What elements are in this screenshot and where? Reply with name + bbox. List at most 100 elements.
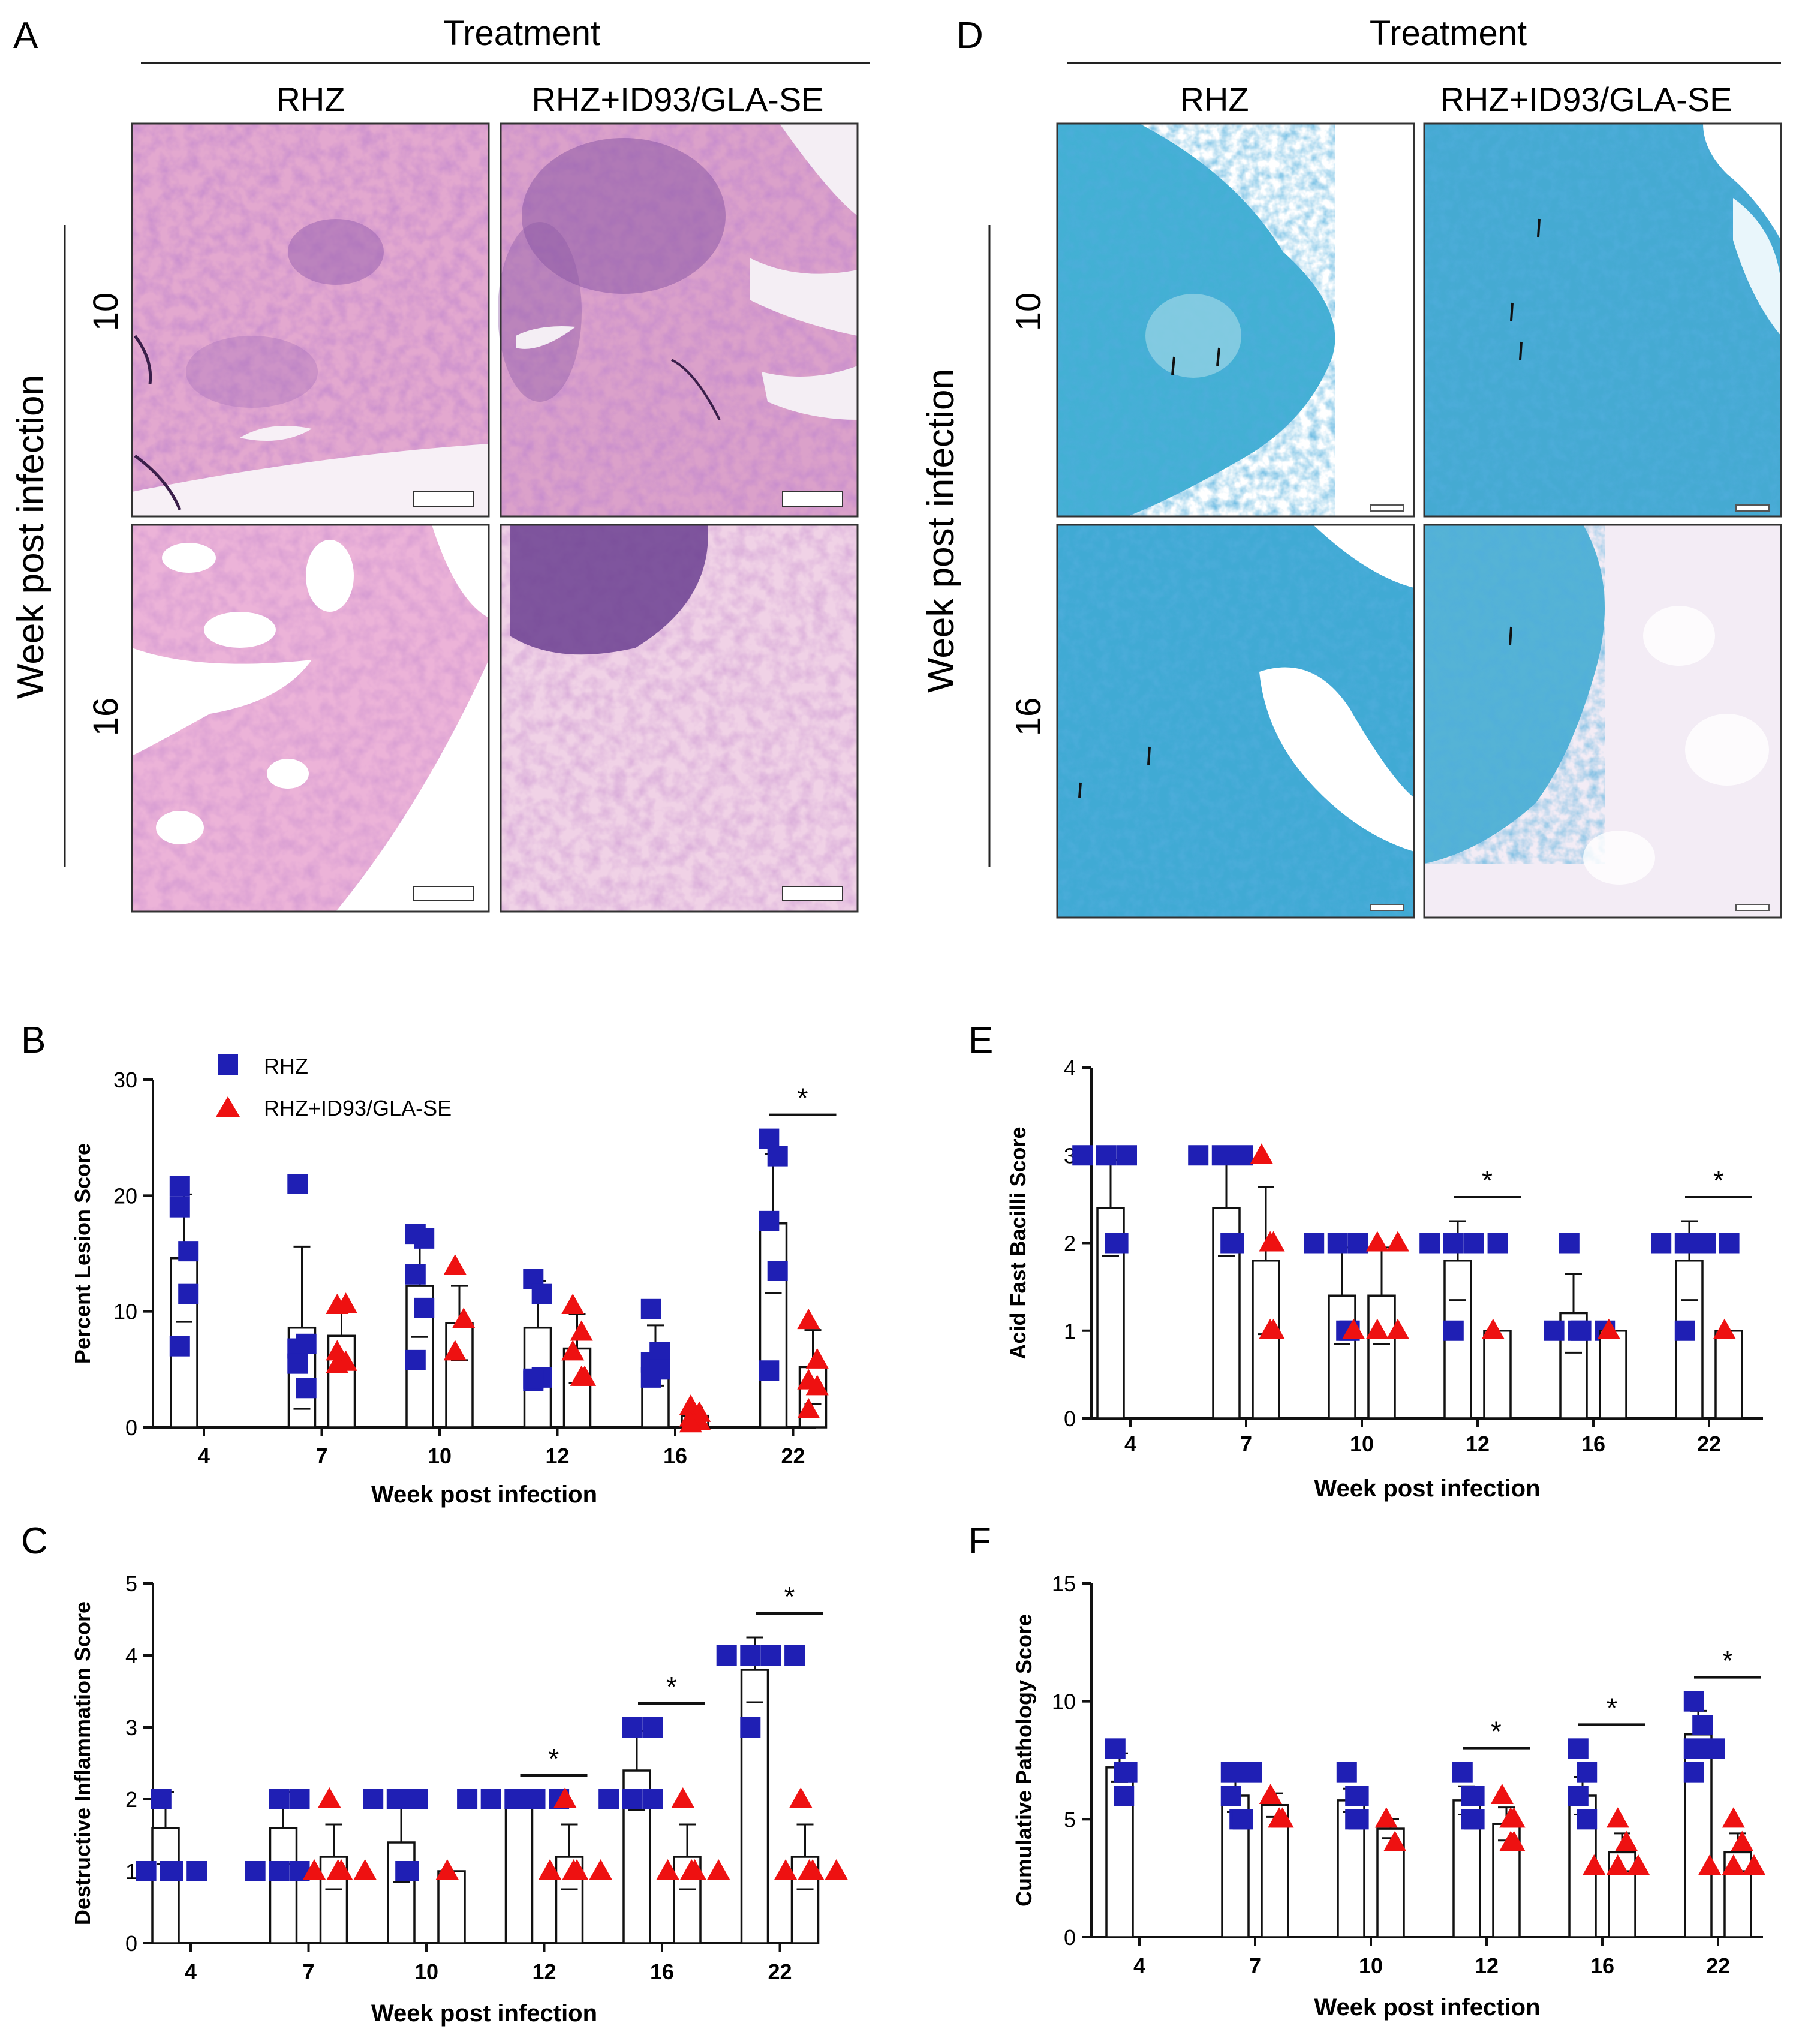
chart-c-point-rhz [784, 1645, 805, 1666]
chart-f-point-rhz [1464, 1786, 1485, 1806]
chart-c-ytick-label: 4 [125, 1643, 137, 1668]
chart-e-point-rhz [1108, 1233, 1129, 1254]
panel-label-f: F [968, 1520, 991, 1562]
chart-c-point-rhz [643, 1789, 663, 1809]
chart-c-point-rhz [760, 1645, 781, 1666]
chart-b-xtick-label: 22 [781, 1444, 805, 1468]
chart-e-bar-combo [1483, 1330, 1512, 1420]
chart-b-significance-star: * [798, 1083, 808, 1114]
chart-e-point-rhz [1695, 1233, 1716, 1254]
chart-e-point-rhz [1188, 1145, 1209, 1166]
chart-f-point-combo [1615, 1830, 1638, 1851]
chart-f-point-rhz [1452, 1762, 1473, 1783]
scale-bar-a1 [413, 491, 474, 507]
chart-e-bar-rhz [1328, 1294, 1356, 1420]
chart-f-xlabel: Week post infection [1314, 1994, 1540, 2021]
chart-f-xtick-label: 7 [1249, 1953, 1261, 1978]
chart-c-point-combo [589, 1859, 612, 1880]
chart-b-point-rhz [169, 1197, 190, 1218]
chart-f-point-rhz [1336, 1762, 1357, 1783]
chart-f-point-combo [1722, 1854, 1745, 1875]
chart-c-ytick-label: 5 [125, 1571, 137, 1596]
chart-f-significance-star: * [1491, 1716, 1502, 1747]
chart-c-point-combo [565, 1859, 589, 1880]
chart-e-bar-combo [1367, 1294, 1396, 1420]
chart-b-point-rhz [767, 1146, 788, 1167]
chart-f-point-combo [1374, 1807, 1398, 1828]
chart-e-point-rhz [1348, 1233, 1368, 1254]
chart-f-point-combo [1271, 1807, 1294, 1828]
chart-f-xtick-label: 10 [1359, 1953, 1383, 1978]
chart-b: 0 10 20 30 Percent Lesion Score Week post inf… [70, 1068, 837, 1508]
chart-b-point-combo [573, 1365, 597, 1386]
legend-label-rhz: RHZ [264, 1054, 308, 1078]
chart-e-bar-combo [1599, 1330, 1627, 1420]
chart-f-point-rhz [1568, 1738, 1589, 1759]
scale-bar-d1 [1370, 504, 1404, 512]
chart-c-point-rhz [716, 1645, 737, 1666]
micrograph-d-w10-rhz [1056, 122, 1415, 518]
chart-b-xtick-label: 16 [663, 1444, 687, 1468]
chart-e-significance-star: * [1713, 1165, 1724, 1196]
panel-d: D Treatment RHZ RHZ+ID93/GLA-SE Week pos… [920, 14, 1782, 919]
chart-b-xtick-label: 7 [315, 1444, 327, 1468]
scale-bar-a2 [782, 491, 843, 507]
chart-e-point-combo [1597, 1318, 1620, 1339]
chart-f-xtick-label: 4 [1133, 1953, 1145, 1978]
chart-e-point-rhz [1443, 1320, 1464, 1341]
chart-f-point-combo [1731, 1830, 1754, 1851]
chart-e-point-rhz [1304, 1233, 1325, 1254]
chart-c-significance-star: * [666, 1671, 677, 1702]
chart-e-point-rhz [1232, 1145, 1253, 1166]
column-title-d-combo: RHZ+ID93/GLA-SE [1440, 80, 1732, 118]
chart-e-bar-combo [1252, 1260, 1280, 1420]
chart-c-point-rhz [407, 1789, 428, 1809]
chart-c-point-combo [825, 1859, 848, 1880]
chart-f: 0 5 10 15 Cumulative Pathology Score Week pos… [1012, 1571, 1765, 2021]
micrograph-d-w16-rhz [1056, 524, 1415, 919]
chart-b-point-rhz [178, 1241, 199, 1262]
chart-c-bar-rhz [269, 1827, 298, 1944]
chart-f-xtick-label: 12 [1475, 1953, 1499, 1978]
row-label-a-16: 16 [86, 698, 125, 737]
chart-e-ytick-label: 1 [1064, 1319, 1076, 1343]
chart-e-point-combo [1386, 1318, 1409, 1339]
chart-c-point-rhz [740, 1645, 761, 1666]
chart-c-xtick-label: 10 [414, 1959, 438, 1984]
chart-b-point-combo [561, 1340, 585, 1361]
chart-c-point-rhz [525, 1789, 546, 1809]
chart-f-xtick-label: 22 [1706, 1953, 1730, 1978]
chart-c-point-rhz [245, 1861, 266, 1881]
legend-marker-combo [216, 1096, 240, 1117]
column-title-d-rhz: RHZ [1180, 80, 1249, 118]
micrograph-d-w10-combo [1423, 122, 1782, 518]
micrograph-a-w10-rhz [131, 122, 490, 518]
scale-bar-d2 [1735, 504, 1770, 512]
chart-c-xtick-label: 16 [650, 1959, 674, 1984]
chart-e-xtick-label: 7 [1240, 1432, 1252, 1456]
scale-bar-d4 [1735, 904, 1770, 911]
chart-b-ytick-label: 30 [113, 1068, 137, 1092]
chart-f-point-rhz [1577, 1762, 1598, 1783]
chart-c-ylabel: Destructive Inflammation Score [70, 1601, 95, 1925]
chart-b-point-rhz [178, 1283, 199, 1304]
chart-e-point-combo [1262, 1231, 1285, 1252]
chart-e-point-rhz [1674, 1233, 1695, 1254]
panel-label-b: B [21, 1020, 46, 1061]
chart-c-point-rhz [269, 1789, 290, 1809]
chart-b-point-rhz [523, 1368, 544, 1389]
chart-e-point-rhz [1223, 1233, 1244, 1254]
chart-c-bar-rhz [387, 1841, 416, 1944]
chart-e-xtick-label: 16 [1581, 1432, 1605, 1456]
chart-f-point-rhz [1117, 1762, 1138, 1783]
chart-b-legend: RHZ RHZ+ID93/GLA-SE [216, 1054, 452, 1120]
chart-f-ytick-label: 0 [1064, 1925, 1076, 1950]
chart-e-point-rhz [1443, 1233, 1464, 1254]
chart-f-point-combo [1627, 1854, 1650, 1875]
chart-e-point-combo [1342, 1318, 1365, 1339]
chart-c-point-combo [318, 1787, 341, 1808]
panel-label-c: C [21, 1520, 48, 1562]
chart-e-point-combo [1250, 1143, 1273, 1164]
chart-c-point-combo [671, 1787, 694, 1808]
